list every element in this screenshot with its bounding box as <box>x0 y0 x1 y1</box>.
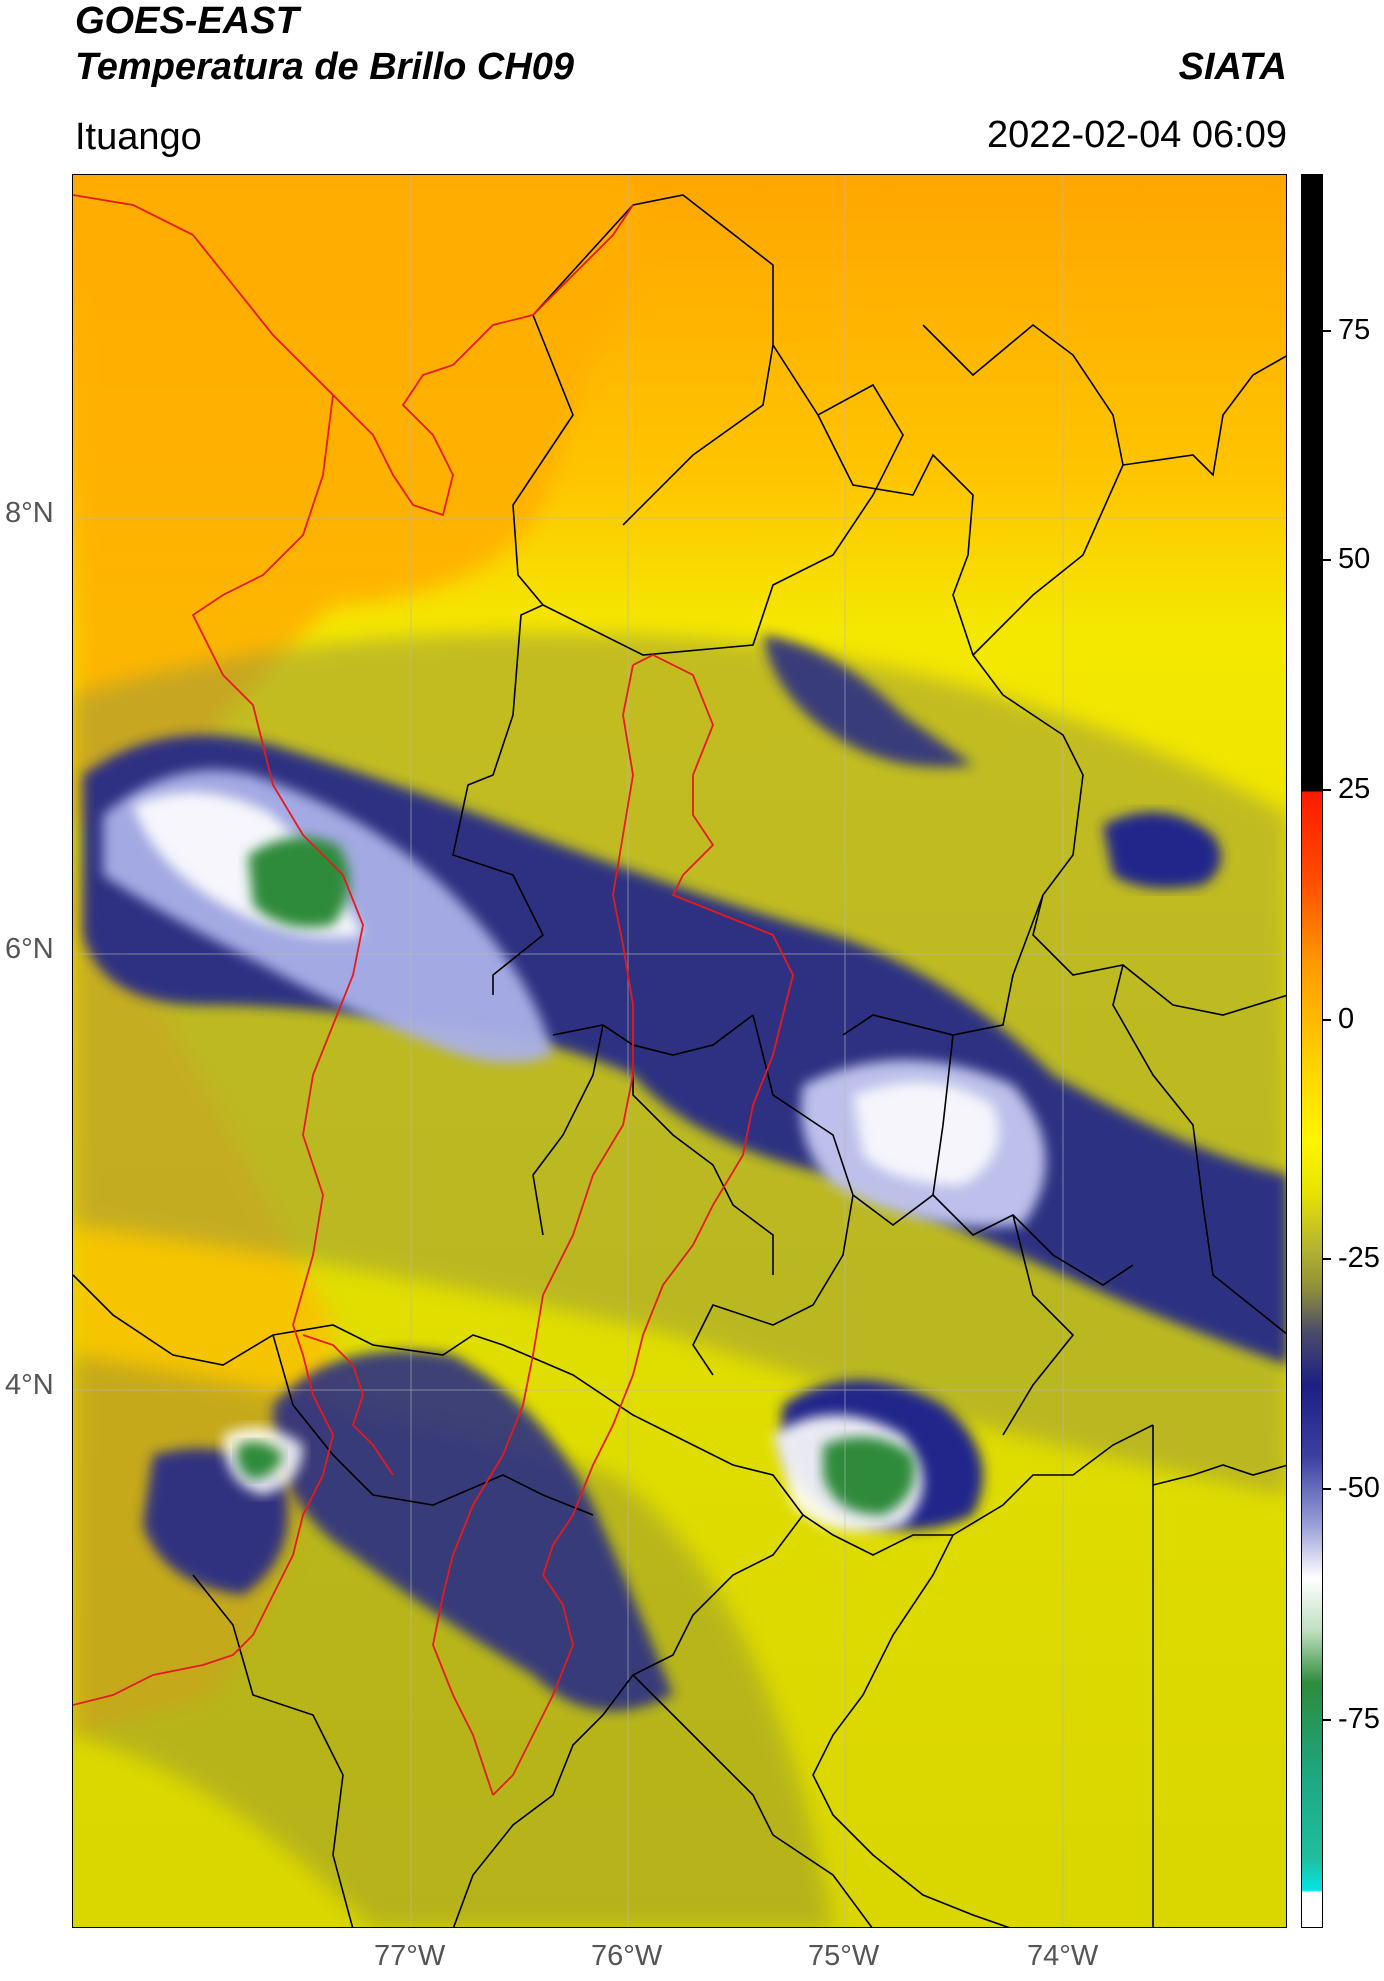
satellite-map <box>72 174 1287 1928</box>
colorbar-canvas <box>1302 175 1322 1927</box>
colorbar-label-50: 50 <box>1338 543 1371 575</box>
datetime-label: 2022-02-04 06:09 <box>986 114 1287 156</box>
title-line-2: Temperatura de Brillo CH09 <box>75 46 575 88</box>
colorbar-label-minus25: -25 <box>1338 1242 1380 1274</box>
colorbar <box>1301 174 1323 1928</box>
cold-top-green-west <box>248 837 350 928</box>
colorbar-label-75: 75 <box>1338 314 1371 346</box>
title-line-1: GOES-EAST <box>75 0 299 42</box>
department-borders <box>73 194 1286 1927</box>
colorbar-tick <box>1323 559 1331 561</box>
colorbar-label-25: 25 <box>1338 773 1371 805</box>
cloud-navy-north <box>763 635 973 767</box>
lat-label-8n: 8°N <box>5 497 54 529</box>
lon-label-76w: 76°W <box>591 1940 663 1972</box>
map-canvas <box>73 175 1286 1927</box>
lat-label-6n: 6°N <box>5 933 54 965</box>
cold-top-green-south <box>823 1437 915 1515</box>
colorbar-tick <box>1323 330 1331 332</box>
cloud-core-white-east <box>853 1082 999 1185</box>
graticule <box>73 175 1286 1927</box>
colorbar-tick <box>1323 789 1331 791</box>
brand-label: SIATA <box>1178 46 1287 88</box>
location-label: Ituango <box>75 116 202 158</box>
lon-label-77w: 77°W <box>374 1940 446 1972</box>
lat-label-4n: 4°N <box>5 1369 54 1401</box>
cold-top-green-sw <box>237 1441 283 1480</box>
lon-label-74w: 74°W <box>1027 1940 1099 1972</box>
colorbar-tick <box>1323 1258 1331 1260</box>
lon-label-75w: 75°W <box>808 1940 880 1972</box>
colorbar-label-minus50: -50 <box>1338 1472 1380 1504</box>
colorbar-label-minus75: -75 <box>1338 1703 1380 1735</box>
colorbar-tick <box>1323 1719 1331 1721</box>
colorbar-tick <box>1323 1019 1331 1021</box>
colorbar-label-0: 0 <box>1338 1003 1355 1035</box>
cloud-navy-southwest <box>273 1350 673 1711</box>
colorbar-tick <box>1323 1488 1331 1490</box>
highlight-borders <box>73 194 794 1796</box>
cloud-navy-east <box>1103 812 1221 889</box>
